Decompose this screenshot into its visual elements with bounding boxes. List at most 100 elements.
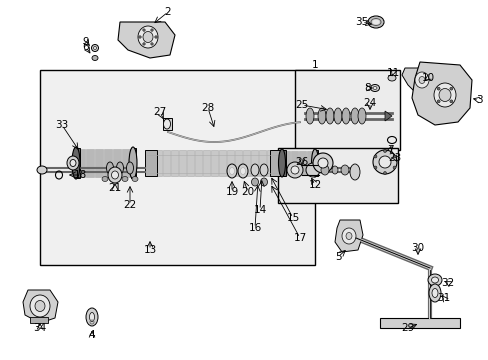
Ellipse shape xyxy=(138,26,158,48)
Bar xyxy=(269,150,285,176)
Bar xyxy=(171,150,178,176)
Ellipse shape xyxy=(357,108,365,124)
Text: 5: 5 xyxy=(334,252,341,262)
Ellipse shape xyxy=(340,165,348,175)
Ellipse shape xyxy=(150,43,153,45)
Text: 1: 1 xyxy=(311,60,318,70)
Ellipse shape xyxy=(260,178,267,186)
Text: 27: 27 xyxy=(153,107,166,117)
Bar xyxy=(278,148,397,203)
Bar xyxy=(40,70,314,265)
Ellipse shape xyxy=(238,164,247,178)
Text: 12: 12 xyxy=(308,180,321,190)
Ellipse shape xyxy=(163,119,170,129)
Ellipse shape xyxy=(373,166,376,169)
Bar xyxy=(312,150,317,176)
Polygon shape xyxy=(411,62,471,125)
Ellipse shape xyxy=(349,164,359,180)
Text: 24: 24 xyxy=(363,98,376,108)
Ellipse shape xyxy=(142,43,145,45)
Ellipse shape xyxy=(414,72,428,88)
Bar xyxy=(77,149,85,177)
Bar xyxy=(250,150,258,176)
Bar xyxy=(145,150,157,176)
Bar xyxy=(290,151,297,175)
Text: 10: 10 xyxy=(421,73,434,83)
Polygon shape xyxy=(384,111,391,121)
Ellipse shape xyxy=(383,171,386,175)
Text: 11: 11 xyxy=(386,68,399,78)
Bar xyxy=(30,317,48,323)
Text: 33: 33 xyxy=(55,120,68,130)
Ellipse shape xyxy=(139,36,141,38)
Text: 26: 26 xyxy=(295,157,308,167)
Ellipse shape xyxy=(431,288,437,297)
Ellipse shape xyxy=(427,274,441,286)
Ellipse shape xyxy=(436,100,439,103)
Ellipse shape xyxy=(418,77,424,84)
Text: 3: 3 xyxy=(475,95,481,105)
Bar xyxy=(283,151,289,175)
Bar xyxy=(379,318,459,328)
Text: 2: 2 xyxy=(164,7,171,17)
Bar xyxy=(219,150,225,176)
Text: 31: 31 xyxy=(436,293,450,303)
Bar xyxy=(243,150,249,176)
Ellipse shape xyxy=(433,83,455,107)
Ellipse shape xyxy=(290,166,298,174)
Text: 23: 23 xyxy=(387,153,401,163)
Ellipse shape xyxy=(317,108,325,124)
Bar xyxy=(259,150,265,176)
Ellipse shape xyxy=(250,164,259,176)
Text: 8: 8 xyxy=(364,83,370,93)
Ellipse shape xyxy=(126,162,133,174)
Ellipse shape xyxy=(372,86,376,90)
Ellipse shape xyxy=(286,162,303,178)
Bar xyxy=(186,150,194,176)
Ellipse shape xyxy=(142,31,153,42)
Ellipse shape xyxy=(305,108,313,124)
Bar xyxy=(235,150,242,176)
Ellipse shape xyxy=(370,85,379,91)
Bar xyxy=(195,150,202,176)
Ellipse shape xyxy=(341,108,349,124)
Ellipse shape xyxy=(154,36,157,38)
Text: 14: 14 xyxy=(253,205,266,215)
Ellipse shape xyxy=(383,149,386,153)
Text: 28: 28 xyxy=(201,103,214,113)
Ellipse shape xyxy=(91,45,98,51)
Ellipse shape xyxy=(92,55,98,60)
Ellipse shape xyxy=(387,75,395,81)
Ellipse shape xyxy=(317,158,327,168)
Text: 21: 21 xyxy=(108,183,122,193)
Polygon shape xyxy=(23,290,58,323)
Bar xyxy=(179,150,185,176)
Ellipse shape xyxy=(70,159,76,166)
Ellipse shape xyxy=(111,171,118,179)
Ellipse shape xyxy=(370,18,380,26)
Ellipse shape xyxy=(129,147,137,179)
Ellipse shape xyxy=(341,228,355,244)
Ellipse shape xyxy=(305,163,319,177)
Ellipse shape xyxy=(392,166,395,169)
Ellipse shape xyxy=(108,167,122,183)
Text: 17: 17 xyxy=(293,233,306,243)
Ellipse shape xyxy=(312,153,332,173)
Ellipse shape xyxy=(428,284,440,302)
Ellipse shape xyxy=(229,167,234,175)
Bar xyxy=(86,149,94,177)
Text: 15: 15 xyxy=(286,213,299,223)
Text: 13: 13 xyxy=(143,245,156,255)
Text: 19: 19 xyxy=(225,187,238,197)
Text: 6: 6 xyxy=(82,42,89,52)
Bar xyxy=(155,150,162,176)
Ellipse shape xyxy=(373,155,376,158)
Ellipse shape xyxy=(378,156,390,168)
Ellipse shape xyxy=(320,165,328,175)
Ellipse shape xyxy=(37,166,47,174)
Ellipse shape xyxy=(449,100,452,103)
Text: 7: 7 xyxy=(386,145,392,155)
Text: 16: 16 xyxy=(248,223,261,233)
Bar xyxy=(75,148,80,178)
Ellipse shape xyxy=(449,87,452,90)
